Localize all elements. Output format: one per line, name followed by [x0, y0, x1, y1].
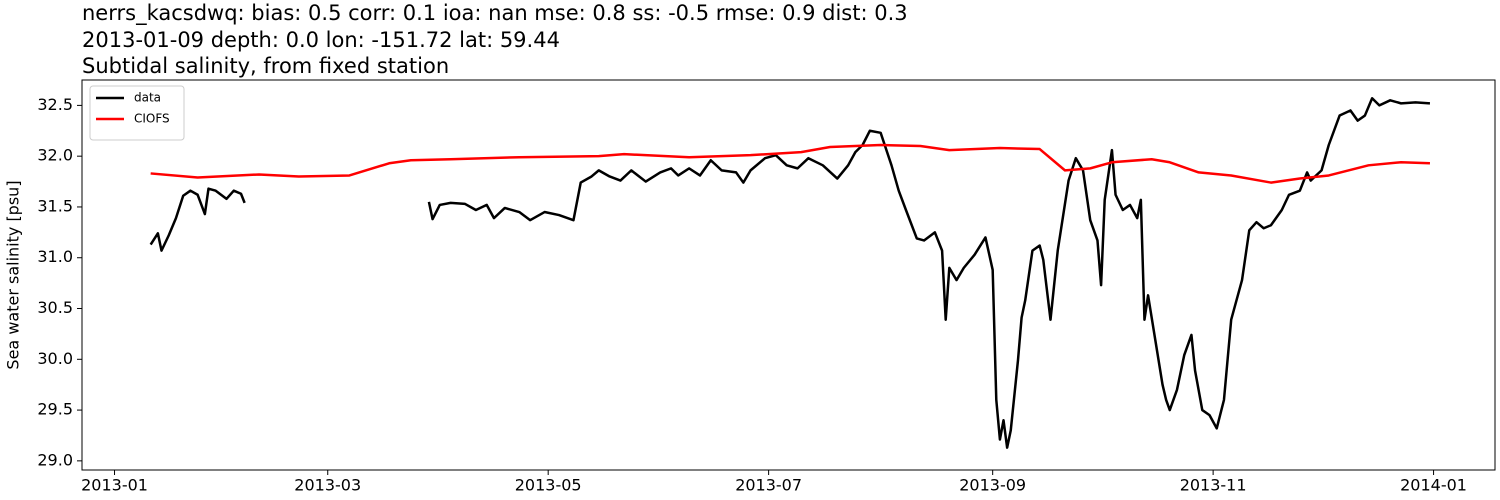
legend-label: CIOFS [134, 112, 170, 126]
y-tick-label: 32.5 [37, 95, 73, 114]
data-line [150, 143, 1430, 184]
y-tick-label: 32.0 [37, 146, 73, 165]
y-tick-label: 29.0 [37, 450, 73, 469]
legend: data CIOFS [89, 85, 185, 141]
y-tick-label: 31.0 [37, 247, 73, 266]
legend-box [89, 85, 185, 141]
chart-subtitle: Subtidal salinity, from fixed station [82, 54, 449, 78]
x-tick-label: 2013-09 [959, 476, 1026, 495]
data-line [149, 97, 1431, 449]
x-tick-label: 2013-11 [1180, 476, 1247, 495]
y-tick-label: 30.0 [37, 349, 73, 368]
y-axis-label: Sea water salinity [psu] [4, 180, 23, 369]
legend-label: data [134, 91, 161, 105]
y-tick-label: 31.5 [37, 196, 73, 215]
plot-frame [81, 79, 1496, 471]
x-tick-label: 2014-01 [1400, 476, 1467, 495]
chart-title: nerrs_kacsdwq: bias: 0.5 corr: 0.1 ioa: … [82, 1, 908, 26]
x-tick-label: 2013-05 [515, 476, 582, 495]
x-tick-label: 2013-01 [81, 476, 148, 495]
x-tick-label: 2013-07 [735, 476, 802, 495]
x-tick-label: 2013-03 [294, 476, 361, 495]
y-tick-label: 30.5 [37, 298, 73, 317]
y-tick-label: 29.5 [37, 400, 73, 419]
chart-subtitle: 2013-01-09 depth: 0.0 lon: -151.72 lat: … [82, 28, 560, 52]
